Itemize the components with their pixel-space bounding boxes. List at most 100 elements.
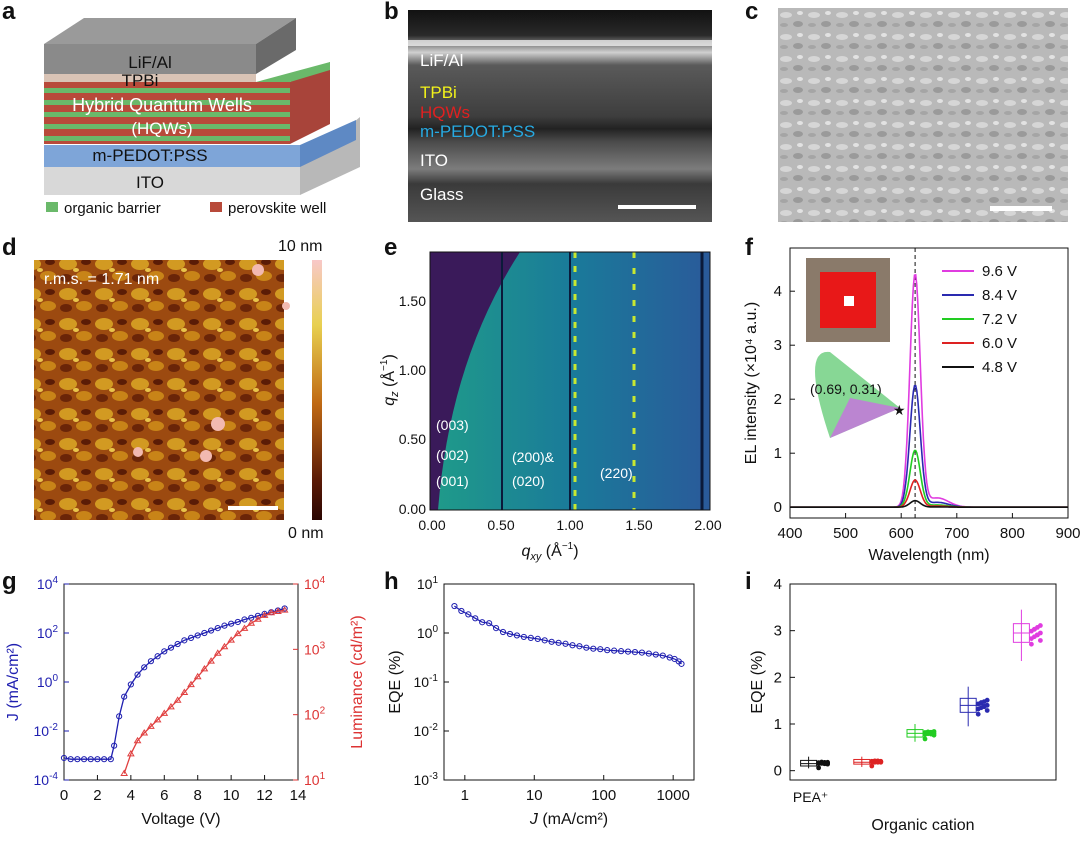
xtick-label-g: 6 <box>160 787 168 804</box>
xtick-label-g: 4 <box>127 787 135 804</box>
point-eqe <box>520 633 527 641</box>
point-eqe <box>583 644 590 651</box>
point-J <box>167 644 175 651</box>
sem-cross-section: LiF/Al TPBi HQWs m-PEDOT:PSS ITO Glass <box>408 10 712 222</box>
point-eqe <box>499 628 507 636</box>
afm-image: r.m.s. = 1.71 nm 10 nm 0 nm <box>34 260 324 542</box>
ytick-label-right-g: 103 <box>304 640 326 657</box>
data-point <box>922 736 928 742</box>
xtick-label-f: 900 <box>1055 525 1080 542</box>
cie-diagram: ★ (0.69, 0.31) <box>810 351 906 438</box>
scale-bar-c <box>990 206 1052 211</box>
point-J <box>194 632 201 639</box>
point-J <box>107 756 114 763</box>
point-eqe <box>659 652 666 659</box>
xtick-3: 1.50 <box>625 517 652 533</box>
point-eqe <box>624 648 632 655</box>
scale-bar-d <box>228 506 278 510</box>
legend-perovskite: perovskite well <box>228 200 326 217</box>
colorbar-max-text: 10 nm <box>278 238 323 255</box>
point-Luminance <box>220 642 229 650</box>
layer-tpbi: TPBi <box>122 71 159 90</box>
xlabel-g: Voltage (V) <box>141 811 220 828</box>
scale-bar-b <box>618 205 696 209</box>
ytick-0: 0.00 <box>399 501 426 517</box>
peak-001: (001) <box>436 473 469 489</box>
point-Luminance <box>280 606 289 613</box>
peak-003: (003) <box>436 417 469 433</box>
point-Luminance <box>187 680 195 688</box>
legend-label-f: 7.2 V <box>982 311 1017 328</box>
data-point <box>984 708 990 713</box>
xtick-label-g: 10 <box>223 787 240 804</box>
xtick-label-f: 500 <box>833 525 858 542</box>
layer-lifal: LiF/Al <box>128 53 171 72</box>
point-J <box>87 756 94 763</box>
point-eqe <box>555 639 562 646</box>
point-Luminance <box>180 688 189 695</box>
xtick-label-h: 1 <box>461 787 469 804</box>
ytick-label-right-g: 101 <box>304 771 326 788</box>
point-Luminance <box>160 709 169 716</box>
data-point <box>1032 626 1037 632</box>
ytick-label-h: 100 <box>417 624 439 641</box>
sem-top-view <box>778 8 1068 222</box>
point-J <box>241 616 248 623</box>
point-J <box>121 693 128 700</box>
peak-220: (220) <box>600 465 633 481</box>
xtick-label-g: 12 <box>256 787 273 804</box>
data-point <box>1029 636 1034 641</box>
ytick-label-i: 1 <box>774 716 782 733</box>
ylabel-h: EQE (%) <box>387 650 404 713</box>
point-eqe <box>451 602 458 610</box>
point-Luminance <box>233 629 242 637</box>
point-Luminance <box>274 607 282 614</box>
point-eqe <box>604 647 611 654</box>
category-label: PEA⁺ <box>793 789 828 805</box>
point-eqe <box>597 646 604 653</box>
point-J <box>214 625 221 632</box>
point-eqe <box>458 607 465 615</box>
xtick-label-h: 100 <box>591 787 616 804</box>
point-eqe <box>645 650 652 657</box>
data-point <box>975 706 981 712</box>
point-J <box>174 640 181 648</box>
legend-label-f: 6.0 V <box>982 335 1017 352</box>
point-eqe <box>638 649 646 656</box>
data-point <box>825 761 830 767</box>
data-point <box>869 763 875 769</box>
point-J <box>94 756 101 763</box>
legend-organic: organic barrier <box>64 200 161 217</box>
point-eqe <box>527 634 534 642</box>
giwaxs-xlabel: qxy (Å−1) <box>521 541 578 563</box>
ylabel-left-g: J (mA/cm²) <box>5 643 22 721</box>
legend-label-f: 9.6 V <box>982 263 1017 280</box>
afm-colorbar <box>312 260 322 520</box>
point-J <box>228 620 235 627</box>
data-point <box>878 759 884 765</box>
data-point <box>1038 638 1043 643</box>
xtick-label-f: 600 <box>889 525 914 542</box>
point-Luminance <box>167 702 175 710</box>
xtick-label-f: 700 <box>944 525 969 542</box>
ytick-label-left-g: 102 <box>37 624 59 641</box>
ytick-label-h: 10-3 <box>414 771 439 788</box>
data-point <box>931 732 937 738</box>
sem-label-pedot: m-PEDOT:PSS <box>420 122 535 141</box>
sem-label-lifal: LiF/Al <box>420 51 463 70</box>
cie-star: ★ <box>893 402 906 418</box>
xtick-label-g: 0 <box>60 787 68 804</box>
point-J <box>60 754 68 762</box>
data-point <box>978 700 984 706</box>
point-Luminance <box>153 715 162 723</box>
point-eqe <box>486 620 493 627</box>
point-eqe <box>513 632 521 639</box>
point-J <box>187 634 195 642</box>
xtick-label-g: 2 <box>93 787 101 804</box>
data-point <box>981 704 987 710</box>
point-Luminance <box>200 664 209 672</box>
ytick-label-h: 10-2 <box>414 722 439 739</box>
series-line-4.8V <box>790 499 1068 508</box>
layer-hqw-abbr: (HQWs) <box>131 119 192 138</box>
giwaxs-svg: (003) (002) (001) (200)& (020) (220) 0.0… <box>379 251 722 563</box>
